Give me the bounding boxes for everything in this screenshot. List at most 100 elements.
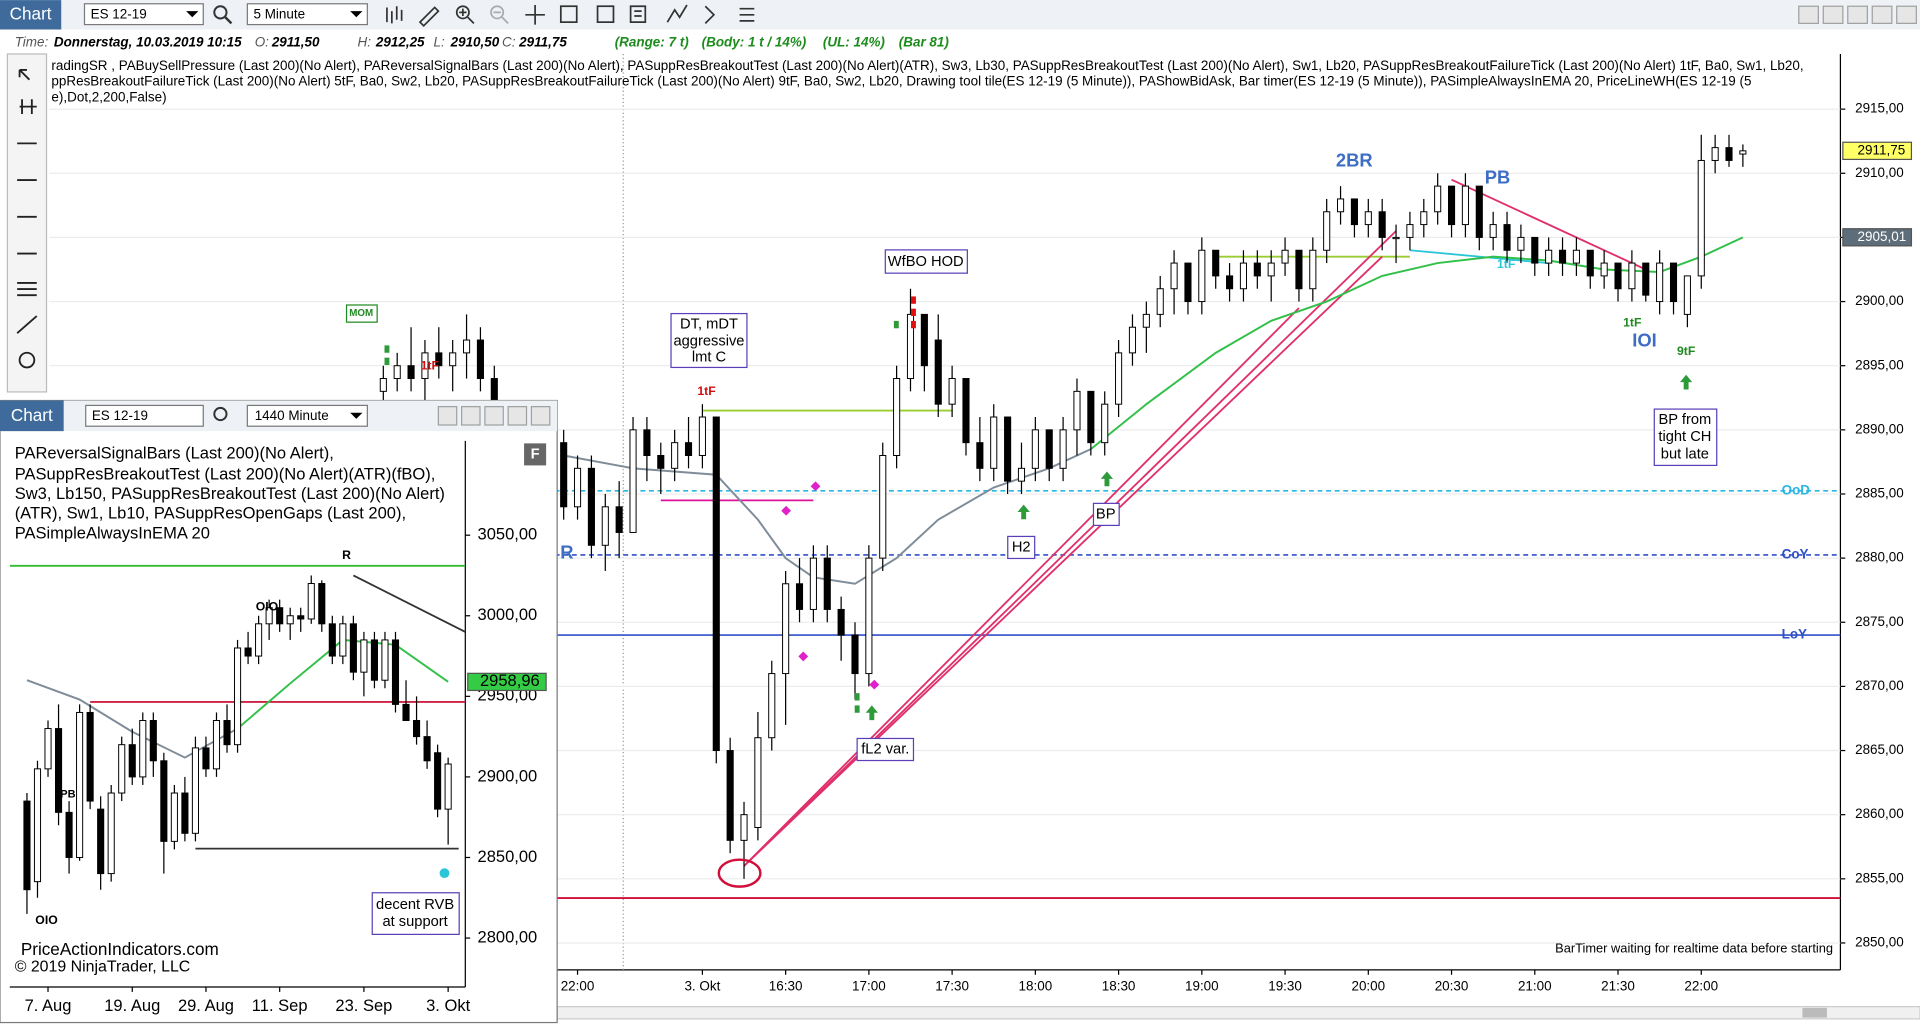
candle-body [768,673,776,739]
candle-body [23,800,31,891]
candle-body [643,429,651,456]
annotation: R [560,541,573,562]
x-tick-label: 21:00 [1518,979,1552,994]
candle-body [754,737,762,828]
annotation: 9tF [1677,344,1696,358]
dropdown-arrow [186,11,199,18]
x-tick-label: 22:00 [561,979,595,994]
candle-body [1226,275,1234,290]
candle-body [1156,288,1164,315]
candle-body [1725,147,1733,161]
status-body: (Body: 1 t / 14%) [702,35,807,50]
status-bar: (Bar 81) [899,35,950,50]
candle-body [1614,262,1622,290]
chart-tab-label: Chart [10,3,52,23]
indicator-text: radingSR , PABuySellPressure (Last 200)(… [51,58,1803,105]
inset-interval-select[interactable] [246,404,368,427]
candle-body [393,365,401,380]
candle-body [837,608,845,636]
drawn-line [743,255,1383,867]
candle-body [181,792,189,834]
inset-button[interactable] [524,443,547,466]
candle-body [1323,211,1331,251]
candle-body [1281,249,1289,264]
candle-body [684,442,693,456]
status-range: (Range: 7 t) [615,35,690,50]
symbol-label: ES 12-19 [91,6,147,21]
candle-body [1628,262,1636,290]
price-tag-label: 2958,96 [480,671,540,690]
candle-body [476,339,484,380]
candle-body [1697,159,1705,277]
footer-text: PriceActionIndicators.com [21,939,219,959]
search-icon[interactable] [213,406,228,422]
candle-body [587,467,595,546]
candle-body [1031,429,1039,469]
y-tick-label: 2895,00 [1855,357,1904,372]
price-tag-label: 2911,75 [1858,142,1906,157]
scrollbar-thumb[interactable] [1802,1007,1827,1018]
toolbar-icons[interactable] [386,4,755,28]
search-icon[interactable] [213,5,228,20]
x-tick-label: 11. Sep [252,996,308,1015]
annotation: OIO [256,600,278,614]
candle-body [97,808,105,875]
interval-label: 5 Minute [253,6,305,21]
status-line: Time: Donnerstag, 10.03.2019 10:15 O: 29… [15,35,950,50]
annotation: lmt C [692,350,727,366]
annotations: DT, mDT aggressive lmt C WfBO HOD H2 BP … [345,150,1718,888]
candle-body [1600,262,1608,277]
y-tick-label: 2800,00 [478,927,538,946]
candle-body [1239,262,1248,290]
inset-tab-label: Chart [11,405,53,425]
inset-symbol-select[interactable] [85,404,204,427]
annotation: decent RVB [376,897,454,913]
indicator-line: Sw3, Lb150, PASuppResBreakoutTest (Last … [15,484,445,503]
diamond-markers [781,481,880,690]
annotation: but late [1661,446,1709,462]
symbol-select[interactable] [83,3,204,26]
inset-tab[interactable] [0,400,64,432]
ema-line [563,448,1092,585]
candle-body [1128,326,1137,354]
candle-body [1101,403,1109,444]
annotation: BP [1096,506,1116,522]
annotation: OIO [35,913,57,927]
level-label: CoY [1782,546,1809,561]
drawing-tools[interactable] [16,68,38,369]
annotation-box [884,249,968,274]
candle-body [698,416,706,456]
candle-body [851,634,859,675]
inset-window-buttons[interactable] [437,406,551,426]
annotation-box [1653,408,1718,467]
search-icon-handle [224,16,233,25]
annotation: WfBO HOD [888,254,964,270]
footer-text: © 2019 NinjaTrader, LLC [15,959,191,976]
annotation-box [1007,535,1036,560]
annotation: PB [1485,167,1511,188]
candle-body [1309,249,1317,290]
candle-body [86,711,94,802]
candle-body [1406,224,1414,238]
candle-body [1059,429,1067,469]
signal-markers [911,296,916,329]
scrollbar[interactable] [556,1006,1920,1020]
level-label: OoD [1782,482,1811,497]
annotation: 1tF [421,358,440,372]
chart-tab[interactable] [0,0,62,30]
y-tick-label: 2875,00 [1855,614,1904,629]
candle-body [976,442,984,469]
price-tag [1842,141,1913,161]
window-buttons[interactable] [1798,5,1917,24]
candle-body [360,639,368,673]
interval-select[interactable] [246,3,368,26]
annotation: at support [382,914,447,930]
inset-interval-label: 1440 Minute [255,408,329,423]
candle-body [1669,262,1678,303]
candle-body [1142,313,1150,328]
candle-body [463,339,471,354]
candle-body [601,506,609,546]
y-tick-label: 2860,00 [1855,806,1904,821]
annotation: tight CH [1658,429,1711,445]
